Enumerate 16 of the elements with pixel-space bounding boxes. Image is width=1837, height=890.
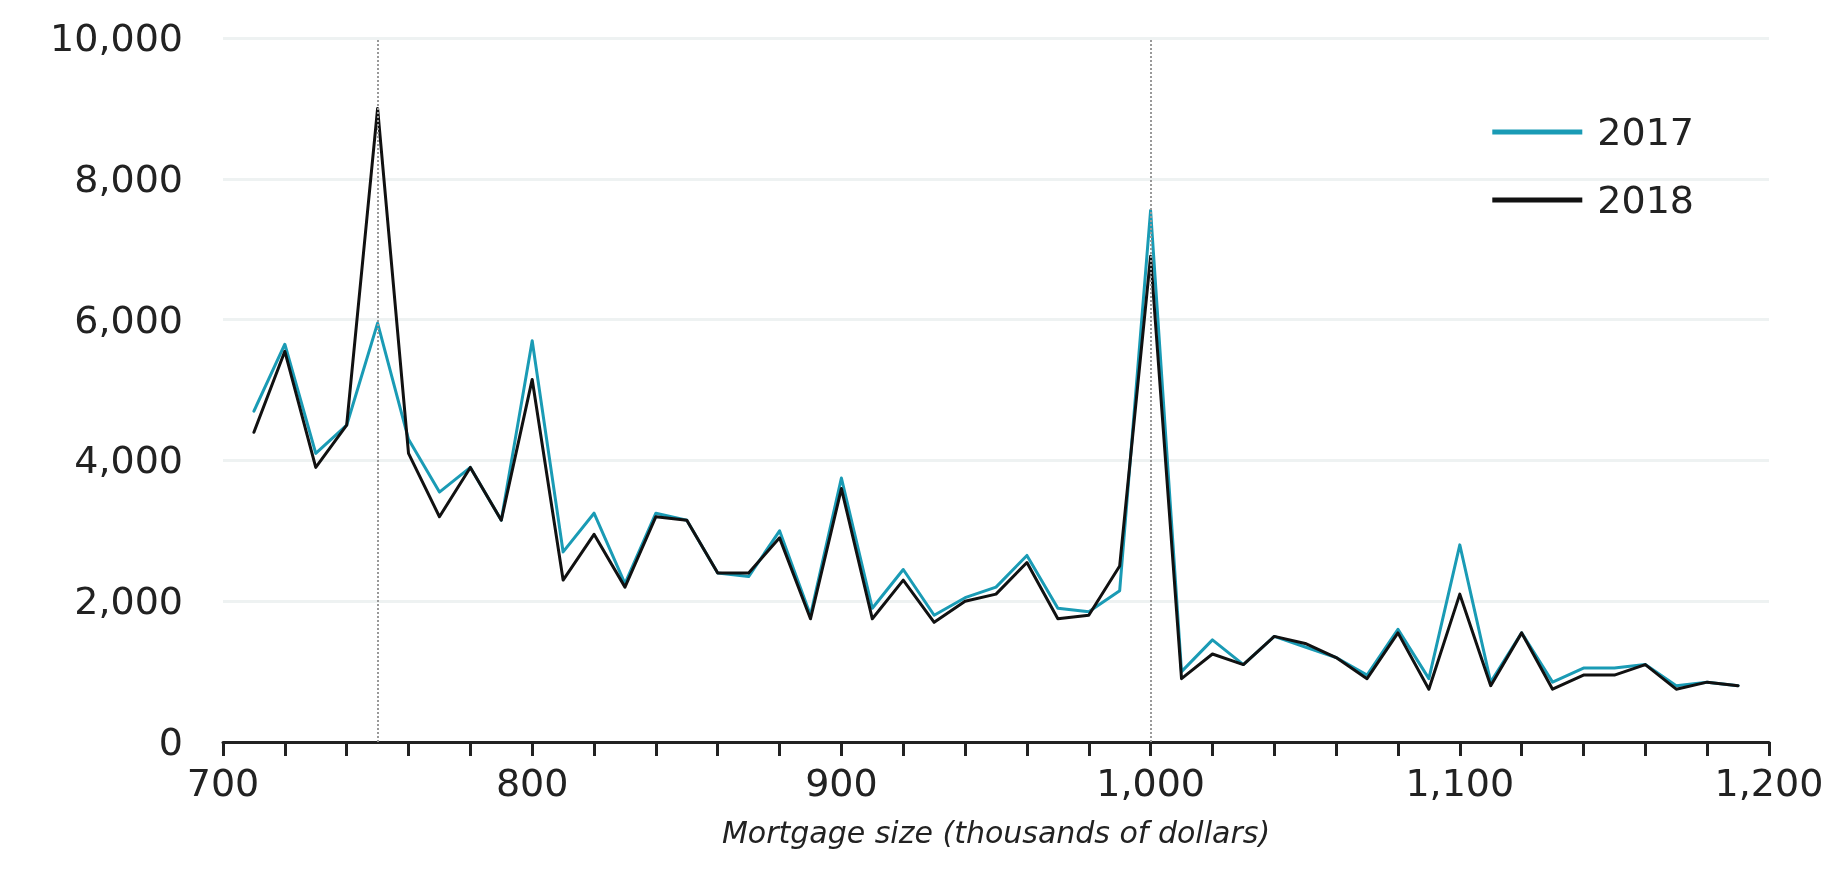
y-tick-label: 2,000	[74, 579, 183, 624]
x-tick-label: 800	[495, 761, 569, 805]
y-tick-label: 0	[158, 720, 183, 764]
x-tick-label: 1,200	[1714, 761, 1824, 805]
x-tick-label: 1,100	[1405, 761, 1515, 805]
y-tick-label: 8,000	[74, 156, 183, 201]
legend-label: 2018	[1597, 178, 1695, 222]
x-tick-label: 700	[186, 761, 260, 805]
y-tick-label: 4,000	[74, 438, 183, 483]
y-tick-label: 6,000	[74, 297, 183, 342]
x-tick-label: 1,000	[1096, 761, 1205, 805]
x-axis-title: Mortgage size (thousands of dollars)	[721, 814, 1271, 850]
x-tick-label: 900	[805, 761, 878, 805]
legend-label: 2017	[1597, 110, 1695, 154]
line-series	[252, 106, 1740, 691]
y-tick-label: 10,000	[50, 16, 183, 60]
